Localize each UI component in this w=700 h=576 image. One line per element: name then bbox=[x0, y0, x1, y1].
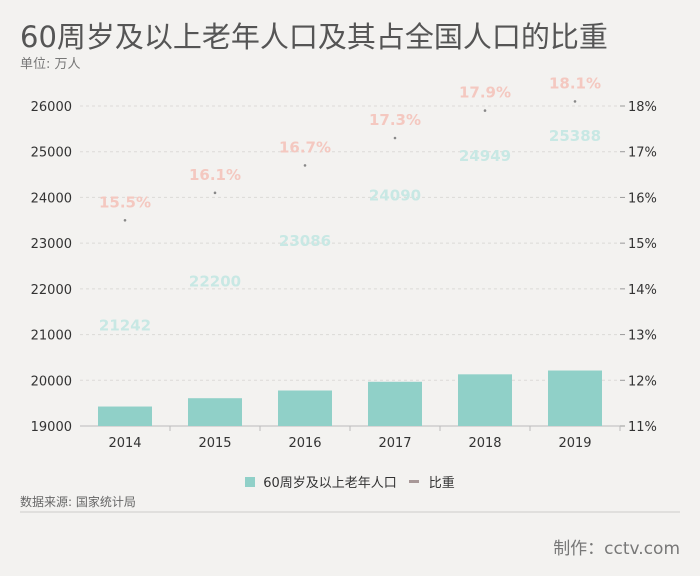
bar-value-label: 25388 bbox=[549, 127, 601, 145]
x-tick-label: 2014 bbox=[108, 436, 141, 451]
right-tick-label: 17% bbox=[628, 146, 657, 161]
right-tick-label: 16% bbox=[628, 191, 657, 206]
legend-bar-label: 60周岁及以上老年人口 bbox=[263, 476, 397, 491]
credit: 制作：cctv.com bbox=[553, 539, 680, 559]
legend: 60周岁及以上老年人口 比重 bbox=[0, 472, 700, 491]
bar bbox=[98, 406, 152, 426]
right-tick-label: 18% bbox=[628, 100, 657, 115]
line-value-label: 16.1% bbox=[189, 166, 241, 184]
legend-line-label: 比重 bbox=[428, 476, 455, 491]
right-tick-label: 12% bbox=[628, 374, 657, 389]
line-value-label: 15.5% bbox=[99, 193, 151, 211]
bar-value-label: 23086 bbox=[279, 232, 331, 250]
chart: 19000 20000 21000 22000 23000 24000 25000 26000… bbox=[31, 74, 657, 451]
line-value-label: 17.3% bbox=[369, 111, 421, 129]
x-tick-label: 2015 bbox=[198, 436, 231, 451]
bar-value-label: 22200 bbox=[189, 273, 241, 291]
left-tick-label: 25000 bbox=[31, 146, 72, 161]
x-tick-label: 2018 bbox=[468, 436, 501, 451]
legend-bar-swatch bbox=[245, 476, 256, 487]
x-tick-label: 2019 bbox=[558, 436, 591, 451]
bar-value-label: 24090 bbox=[369, 186, 421, 204]
left-tick-label: 19000 bbox=[31, 420, 72, 435]
legend-line-swatch bbox=[408, 480, 419, 483]
right-tick-label: 15% bbox=[628, 237, 657, 252]
left-tick-label: 26000 bbox=[31, 100, 72, 115]
line-point bbox=[303, 164, 307, 167]
right-tick-label: 14% bbox=[628, 283, 657, 298]
left-tick-label: 20000 bbox=[31, 374, 72, 389]
x-tick-label: 2017 bbox=[378, 436, 411, 451]
bar bbox=[278, 390, 332, 426]
line-point bbox=[393, 136, 397, 140]
left-tick-label: 24000 bbox=[31, 191, 72, 206]
line-point bbox=[213, 191, 217, 195]
right-tick-label: 13% bbox=[628, 329, 657, 344]
line-point bbox=[483, 109, 487, 112]
bar-value-label: 24949 bbox=[459, 147, 511, 165]
line-value-label: 17.9% bbox=[459, 84, 511, 102]
line-point bbox=[573, 100, 577, 103]
bar bbox=[368, 381, 422, 426]
line-point bbox=[123, 218, 127, 222]
bar bbox=[458, 374, 512, 426]
unit-label: 单位: 万人 bbox=[20, 57, 81, 72]
x-tick-label: 2016 bbox=[288, 436, 321, 451]
left-tick-label: 21000 bbox=[31, 329, 72, 344]
chart-title: 60周岁及以上老年人口及其占全国人口的比重 bbox=[20, 20, 608, 54]
data-source: 数据来源: 国家统计局 bbox=[20, 495, 136, 509]
right-tick-label: 11% bbox=[628, 420, 657, 435]
bar bbox=[188, 398, 242, 426]
line-value-label: 18.1% bbox=[549, 74, 601, 92]
line-value-label: 16.7% bbox=[279, 138, 331, 156]
divider bbox=[20, 511, 680, 513]
left-tick-label: 23000 bbox=[31, 237, 72, 252]
left-tick-label: 22000 bbox=[31, 283, 72, 298]
bar-value-label: 21242 bbox=[99, 317, 151, 335]
bar bbox=[548, 370, 602, 426]
